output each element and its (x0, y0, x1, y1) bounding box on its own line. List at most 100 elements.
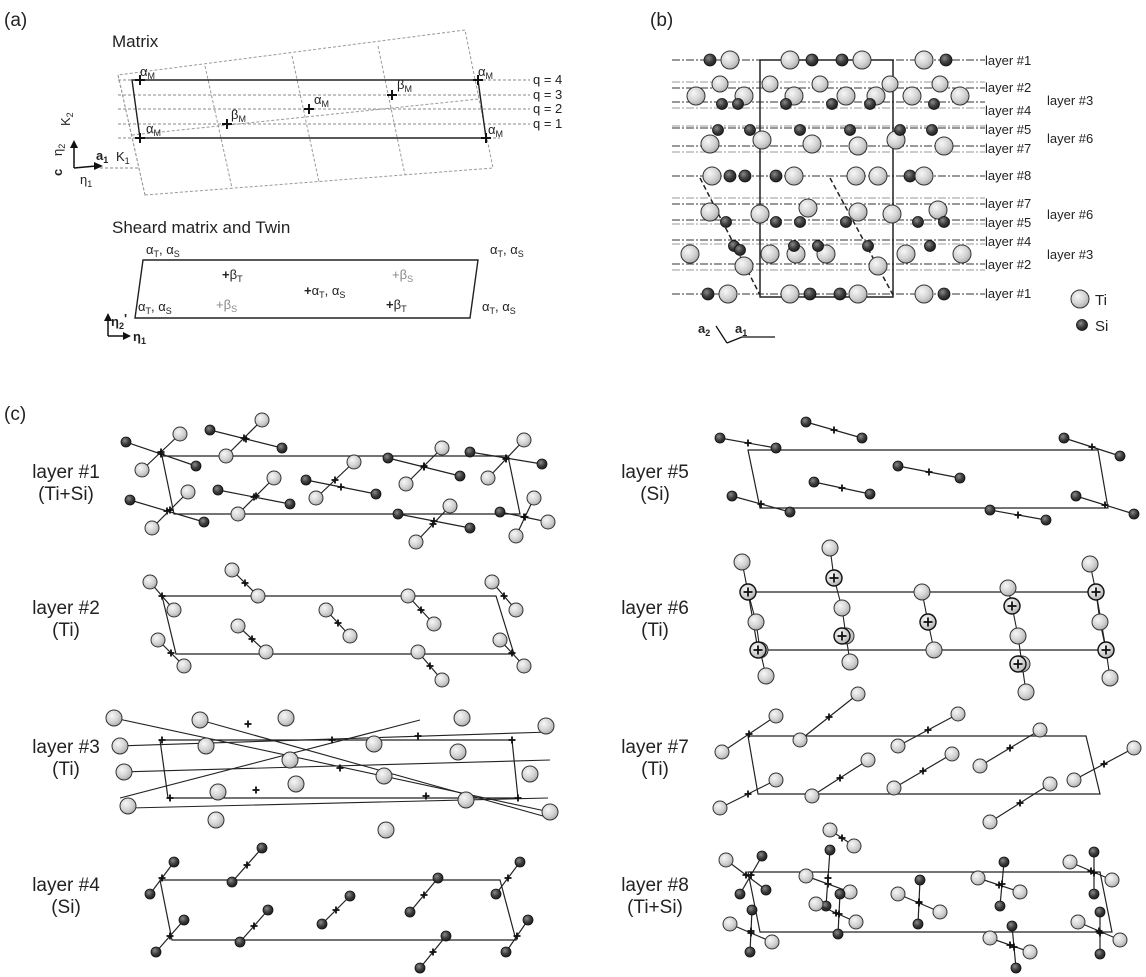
alpha-ts-label: +αT, αS (304, 283, 345, 300)
legend: Ti Si (1070, 289, 1108, 335)
si-atom (1114, 450, 1126, 462)
si-atom (514, 856, 526, 868)
unit-cell (159, 879, 517, 941)
ti-atom (287, 775, 305, 793)
ti-atom (207, 811, 225, 829)
si-atom (178, 914, 190, 926)
si-atom (344, 890, 356, 902)
si-atom (494, 506, 506, 518)
ti-atom (1126, 740, 1142, 756)
si-atom (812, 240, 824, 252)
si-atom (834, 888, 846, 900)
si-atom (1094, 906, 1106, 918)
layer-5-drawing (714, 416, 1140, 526)
beta-t-label: +βT (222, 267, 243, 284)
legend-ti-label: Ti (1095, 292, 1107, 309)
ti-atom (868, 256, 888, 276)
si-atom (844, 124, 856, 136)
si-atom (738, 169, 752, 183)
si-atom (924, 240, 936, 252)
ti-atom (848, 284, 868, 304)
ti-atom (798, 198, 818, 218)
panel-b: (b) layer #1 layer #2 layer #4 layer #5 … (650, 10, 1108, 344)
si-atom (536, 458, 548, 470)
ti-atom (798, 868, 814, 884)
layer-7-drawing (712, 686, 1142, 830)
a1-axis-label: a1 (96, 148, 108, 165)
layer-label: layer #1 (985, 286, 1031, 301)
ti-atom (150, 632, 166, 648)
ti-atom (1012, 884, 1028, 900)
bond-line (117, 731, 551, 747)
layer-label: layer #2 (985, 257, 1031, 272)
si-atom (939, 53, 953, 67)
panel-b-label: (b) (650, 10, 673, 31)
si-atom (832, 928, 844, 940)
ti-atom (230, 618, 246, 634)
alpha-ts-label: αT, αS (138, 299, 172, 316)
si-atom (382, 452, 394, 464)
ti-atom (868, 166, 888, 186)
q-labels: q = 4 q = 3 q = 2 q = 1 (533, 72, 562, 131)
si-atom (1040, 514, 1052, 526)
ti-atom (836, 86, 856, 106)
ti-atom (111, 737, 129, 755)
layer-caption-comp: (Ti) (641, 759, 669, 780)
ti-atom (453, 709, 471, 727)
ti-atom-icon (1070, 289, 1090, 309)
si-atom (756, 850, 768, 862)
twin-diagram: αT, αS αT, αS αT, αS αT, αS +αT, αS +βT … (104, 242, 524, 346)
q-label: q = 1 (533, 116, 562, 131)
q-label: q = 2 (533, 101, 562, 116)
layer-label: layer #1 (985, 53, 1031, 68)
ti-atom (426, 616, 442, 632)
ti-atom (896, 244, 916, 264)
eta1-axis-label: η1 (133, 329, 146, 346)
si-atom (198, 516, 210, 528)
si-atom (926, 124, 938, 136)
ti-atom (1066, 772, 1082, 788)
ti-atom (318, 602, 334, 618)
ti-atom (526, 490, 542, 506)
layer-caption-comp: (Ti+Si) (627, 897, 683, 918)
matrix-axes: K2 η2 c η1 a1 K1 (50, 112, 130, 189)
si-atom (490, 888, 502, 900)
ti-atom (720, 50, 740, 70)
ti-atom (890, 738, 906, 754)
si-atom (262, 904, 274, 916)
layer-caption-name: layer #3 (32, 737, 100, 758)
ti-atom (342, 628, 358, 644)
ti-atom (224, 562, 240, 578)
ti-atom (982, 930, 998, 946)
unit-cell (161, 595, 515, 655)
alpha-ts-label: αT, αS (482, 299, 516, 316)
matrix-title: Matrix (112, 32, 159, 51)
si-atom (726, 490, 738, 502)
si-atom (716, 98, 728, 110)
si-atom (1088, 846, 1100, 858)
ti-atom (230, 506, 246, 522)
ti-atom (375, 767, 393, 785)
ti-atom (250, 588, 266, 604)
si-atom (1010, 962, 1022, 974)
si-atom (522, 914, 534, 926)
bond-line (119, 719, 421, 799)
layer-caption-name: layer #5 (621, 462, 689, 483)
ti-atom (780, 50, 800, 70)
si-atom (723, 169, 737, 183)
twin-title: Sheard matrix and Twin (112, 218, 290, 237)
si-atom (414, 962, 426, 974)
si-atom (805, 53, 819, 67)
ti-atom (718, 852, 734, 868)
alpha-m-label: αM (146, 121, 161, 138)
ti-atom (480, 470, 496, 486)
ti-atom (811, 75, 829, 93)
ti-atom (180, 484, 196, 500)
ti-atom (1091, 613, 1109, 631)
ti-atom (541, 803, 559, 821)
ti-atom (702, 166, 722, 186)
si-atom (712, 124, 724, 136)
ti-atom (848, 136, 868, 156)
arrow-right-icon (94, 162, 103, 170)
